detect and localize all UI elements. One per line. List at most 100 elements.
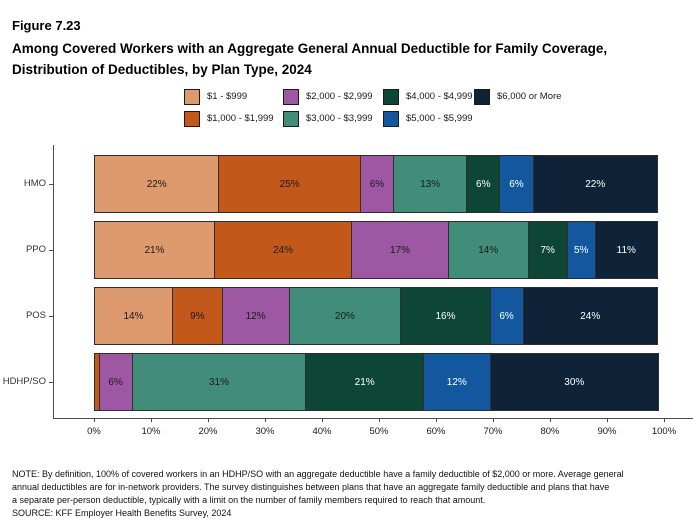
y-axis-category-label: PPO — [25, 244, 46, 255]
x-axis-tick — [550, 418, 551, 422]
segment-value-label: 13% — [420, 178, 441, 190]
legend-label: $5,000 - $5,999 — [406, 113, 473, 124]
bar-row-pos: 14% 9% 12% 20% 16% 6% 24% — [94, 287, 664, 345]
x-axis-tick — [436, 418, 437, 422]
legend-item: $6,000 or More — [474, 88, 561, 105]
note-line: NOTE: By definition, 100% of covered wor… — [12, 469, 624, 479]
segment-value-label: 12% — [245, 310, 266, 322]
legend-swatch — [383, 88, 399, 105]
legend-item: $1,000 - $1,999 — [184, 110, 274, 127]
segment-value-label: 17% — [390, 244, 411, 256]
bar-segment: 31% — [131, 353, 307, 411]
bar-segment: 7% — [527, 221, 568, 279]
note-line: annual deductibles are for in-network pr… — [12, 482, 610, 492]
legend-swatch — [383, 110, 399, 127]
bar-segment: 6% — [359, 155, 395, 213]
bar-segment: 14% — [447, 221, 529, 279]
segment-value-label: 6% — [108, 376, 123, 388]
bar-segment: 9% — [172, 287, 223, 345]
bar-segment: 5% — [566, 221, 596, 279]
segment-value-label: 12% — [446, 376, 467, 388]
legend-label: $2,000 - $2,999 — [306, 91, 373, 102]
legend-label: $4,000 - $4,999 — [406, 91, 473, 102]
segment-value-label: 6% — [509, 178, 524, 190]
y-axis-tick — [49, 250, 53, 251]
x-axis-tick-label: 30% — [255, 426, 275, 437]
legend-label: $3,000 - $3,999 — [306, 113, 373, 124]
figure-label: Figure 7.23 — [12, 18, 81, 33]
chart-title-line1: Among Covered Workers with an Aggregate … — [12, 41, 608, 56]
legend-label: $1 - $999 — [207, 91, 248, 102]
source-line: SOURCE: KFF Employer Health Benefits Sur… — [12, 508, 232, 518]
bar-segment: 6% — [98, 353, 133, 411]
bar-segment: 24% — [213, 221, 353, 279]
note-line: a separate per-person deductible, typica… — [12, 495, 486, 505]
x-axis-tick-label: 70% — [483, 426, 503, 437]
x-axis-tick-label: 20% — [198, 426, 218, 437]
legend-item: $3,000 - $3,999 — [283, 110, 373, 127]
y-axis-tick — [49, 184, 53, 185]
x-axis-tick-label: 50% — [369, 426, 389, 437]
segment-value-label: 22% — [146, 178, 167, 190]
y-axis-tick — [49, 382, 53, 383]
segment-value-label: 22% — [585, 178, 606, 190]
bar-segment: 17% — [351, 221, 449, 279]
segment-value-label: 20% — [334, 310, 355, 322]
bar-segment: 12% — [422, 353, 491, 411]
segment-value-label: 6% — [476, 178, 491, 190]
bar-row-hdhp-so: 6% 31% 21% 12% 30% — [94, 353, 664, 411]
segment-value-label: 21% — [144, 244, 165, 256]
x-axis-line — [53, 418, 693, 419]
segment-value-label: 7% — [540, 244, 555, 256]
bar-segment: 30% — [489, 353, 659, 411]
bar-segment: 20% — [288, 287, 402, 345]
bar-segment: 22% — [532, 155, 658, 213]
chart-title-line2: Distribution of Deductibles, by Plan Typ… — [12, 62, 312, 77]
x-axis-tick — [151, 418, 152, 422]
legend-label: $1,000 - $1,999 — [207, 113, 274, 124]
bar-segment: 11% — [594, 221, 658, 279]
x-axis-tick — [664, 418, 665, 422]
legend-swatch — [283, 88, 299, 105]
bar-row-hmo: 22% 25% 6% 13% 6% 6% 22% — [94, 155, 664, 213]
legend-swatch — [184, 88, 200, 105]
segment-value-label: 24% — [272, 244, 293, 256]
legend-item: $4,000 - $4,999 — [383, 88, 473, 105]
chart-notes: NOTE: By definition, 100% of covered wor… — [12, 468, 624, 520]
x-axis-tick — [322, 418, 323, 422]
bar-segment: 22% — [94, 155, 220, 213]
x-axis-tick — [379, 418, 380, 422]
bar-segment: 25% — [218, 155, 361, 213]
bar-segment: 13% — [393, 155, 468, 213]
legend-swatch — [184, 110, 200, 127]
y-axis-tick — [49, 316, 53, 317]
x-axis-tick — [208, 418, 209, 422]
y-axis-category-label: HMO — [23, 178, 46, 189]
x-axis-tick — [265, 418, 266, 422]
bar-segment: 12% — [221, 287, 290, 345]
x-axis-tick — [607, 418, 608, 422]
segment-value-label: 5% — [574, 244, 589, 256]
y-axis-line — [53, 145, 54, 418]
segment-value-label: 14% — [123, 310, 144, 322]
segment-value-label: 25% — [279, 178, 300, 190]
legend-swatch — [474, 88, 490, 105]
legend-label: $6,000 or More — [497, 91, 562, 102]
bar-segment: 14% — [94, 287, 173, 345]
bar-segment: 6% — [489, 287, 524, 345]
bar-segment: 16% — [400, 287, 491, 345]
bar-row-ppo: 21% 24% 17% 14% 7% 5% 11% — [94, 221, 664, 279]
legend-swatch — [283, 110, 299, 127]
segment-value-label: 9% — [190, 310, 205, 322]
x-axis-tick-label: 40% — [312, 426, 332, 437]
bar-segment: 21% — [305, 353, 424, 411]
bar-segment: 21% — [94, 221, 215, 279]
y-axis-category-label: POS — [25, 310, 46, 321]
bar-segment: 6% — [466, 155, 501, 213]
x-axis-tick — [493, 418, 494, 422]
legend-item: $5,000 - $5,999 — [383, 110, 473, 127]
x-axis-tick-label: 0% — [87, 426, 101, 437]
y-axis-category-label: HDHP/SO — [2, 376, 46, 387]
segment-value-label: 21% — [354, 376, 375, 388]
segment-value-label: 24% — [580, 310, 601, 322]
